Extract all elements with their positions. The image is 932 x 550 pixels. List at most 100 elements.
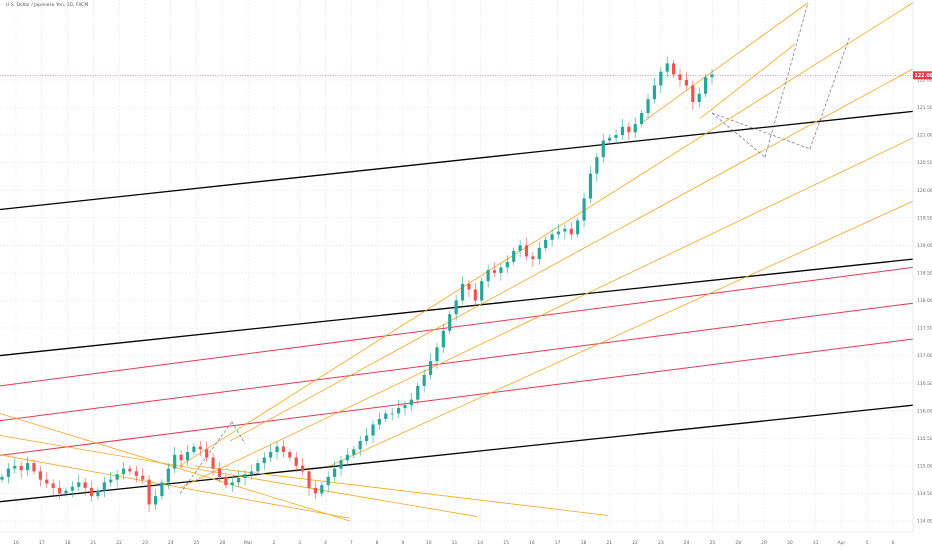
candle-body [230,482,234,486]
time-tick-label: 24 [168,540,174,546]
trendline-channel-orange [639,2,809,125]
time-tick-label: 5 [866,540,869,546]
time-tick-label: 18 [581,540,587,546]
candle-body [96,490,100,497]
price-tick-label: 120.000 [917,188,932,194]
time-tick-label: 16 [13,540,19,546]
time-tick-label: 21 [606,540,612,546]
candle-body [224,476,228,486]
candle-body [460,283,465,301]
candle-body [569,228,573,235]
price-tick-label: 120.500 [917,160,932,166]
symbol-title: U.S. Dollar / Japanese Yen, 1D, FXCM [6,3,89,8]
candle-body [6,468,10,477]
trendline-channel-red [0,338,914,456]
candle-body [185,452,190,461]
candle-body [339,460,343,469]
time-tick-label: 23 [142,540,148,546]
time-tick-label: 3 [298,540,301,546]
candle-body [390,413,394,415]
candle-body [179,454,183,461]
time-tick-label: 21 [91,540,97,546]
candle-body [153,496,158,505]
time-tick-label: 14 [477,540,483,546]
candle-body [115,474,119,480]
candle-body [128,468,132,472]
candle-body [38,471,42,480]
candle-body [205,449,209,458]
time-tick-label: 4 [324,540,327,546]
candle-body [211,457,215,469]
candle-body [25,463,30,471]
time-tick-label: 29 [761,540,767,546]
candle-body [537,248,541,260]
candle-body [141,475,145,480]
candle-body [275,446,279,453]
trendline-channel-red [0,266,914,387]
time-tick-label: 31 [813,540,819,546]
candle-body [646,99,650,114]
time-tick-label: 22 [632,540,638,546]
drawing-lines[interactable] [0,2,914,522]
candle-body [678,74,682,80]
candle-body [192,446,196,453]
time-tick-label: 25 [710,540,716,546]
candle-body [428,361,433,375]
trendline-projection [231,421,246,444]
trendline-channel-orange [179,137,914,489]
time-tick-label: 6 [892,540,895,546]
candle-body [416,385,420,400]
candle-body [672,63,676,75]
candle-body [665,63,669,72]
candle-body [173,454,177,469]
price-tick-label: 121.000 [917,133,932,139]
candle-body [256,463,260,472]
time-tick-label: 2 [273,540,276,546]
candle-body [659,71,663,86]
candle-body [301,465,305,472]
candle-body [333,468,337,477]
candle-body [19,465,23,471]
candle-body [448,314,452,331]
candle-body [608,137,612,141]
candle-body [563,228,567,232]
time-tick-label: 28 [735,540,741,546]
candle-body [32,463,36,472]
price-tick-label: 121.500 [917,105,932,111]
price-tick-label: 114.500 [917,491,932,497]
last-price-tag [913,71,932,80]
candle-body [64,490,68,494]
candle-body [499,267,503,273]
candle-body [364,435,369,442]
time-tick-label: 17 [555,540,561,546]
candle-body [294,457,298,466]
candle-body [684,79,689,86]
candle-body [307,471,311,488]
trendline-channel-black [0,110,914,211]
candle-body [377,418,381,425]
candle-body [691,85,695,102]
time-tick-label: 11 [452,540,458,546]
candle-body [166,468,170,483]
time-tick-label: Apr [838,540,846,546]
candle-body [45,479,49,484]
time-tick-label: 7 [350,540,353,546]
candle-body [627,126,631,133]
candle-body [89,487,94,497]
candle-body [0,476,4,480]
time-tick-label: Mar [244,540,253,546]
candle-body [614,135,618,138]
trendline-channel-red [0,302,914,422]
candle-body [121,468,126,475]
candle-body [109,479,113,483]
trendline-channel-orange [699,43,796,119]
candle-body [134,471,138,476]
candle-body [633,124,637,133]
candle-body [358,441,362,450]
time-tick-label: 22 [116,540,122,546]
time-tick-label: 17 [39,540,45,546]
candle-body [51,483,55,488]
